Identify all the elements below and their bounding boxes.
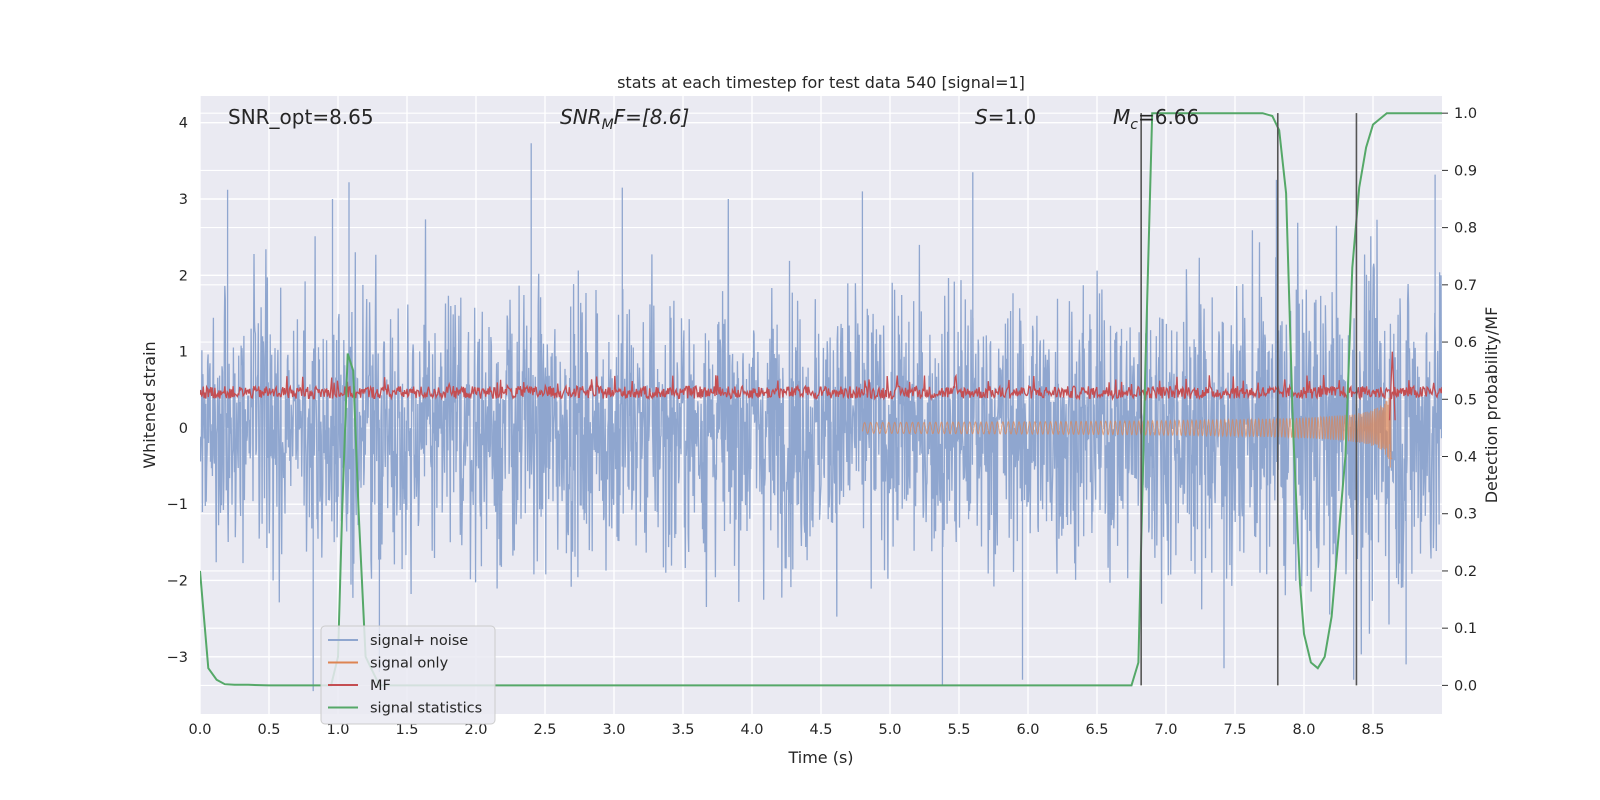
snr-mf-subscript: M xyxy=(602,117,614,133)
snr-mf-annotation: SNRMF=[8.6] xyxy=(560,105,689,133)
snr-opt-annotation: SNR_opt=8.65 xyxy=(228,105,374,129)
legend-label-noise: signal+ noise xyxy=(370,633,468,649)
x-tick-label-0: 0.0 xyxy=(188,722,211,738)
x-tick-label-5: 2.5 xyxy=(533,722,556,738)
x-tick-label-4: 2.0 xyxy=(464,722,487,738)
y2-tick-label-1: 0.9 xyxy=(1454,163,1477,179)
snr-mf-value: F=[8.6] xyxy=(614,105,690,129)
mc-annotation: Mc=6.66 xyxy=(1113,105,1199,133)
y-axis-label: Whitened strain xyxy=(140,341,159,468)
y-tick-label-1: 3 xyxy=(179,192,188,208)
x-tick-label-12: 6.0 xyxy=(1016,722,1039,738)
y2-tick-label-0: 1.0 xyxy=(1454,106,1477,122)
y2-tick-label-9: 0.1 xyxy=(1454,621,1477,637)
legend-box xyxy=(320,625,496,725)
x-tick-label-2: 1.0 xyxy=(326,722,349,738)
s-value: =1.0 xyxy=(988,105,1037,129)
legend-label-mf: MF xyxy=(370,678,391,694)
s-annotation: S=1.0 xyxy=(975,105,1036,129)
legend-label-signal: signal only xyxy=(370,656,449,672)
mc-subscript: c xyxy=(1130,117,1138,133)
x-tick-label-10: 5.0 xyxy=(878,722,901,738)
s-name: S xyxy=(975,105,988,129)
x-tick-label-14: 7.0 xyxy=(1154,722,1177,738)
y-axis-right-label: Detection probability/MF xyxy=(1482,307,1501,504)
series-signal-only xyxy=(861,386,1393,468)
y2-tick-label-7: 0.3 xyxy=(1454,507,1477,523)
legend: signal+ noise signal only MF signal stat… xyxy=(320,625,496,725)
y2-tick-label-2: 0.8 xyxy=(1454,221,1477,237)
mc-value: =6.66 xyxy=(1138,105,1199,129)
x-axis: 0.0 0.5 1.0 1.5 2.0 2.5 3.0 3.5 4.0 4.5 5.0 5.5 6.0 6… xyxy=(188,722,1384,738)
x-tick-label-11: 5.5 xyxy=(947,722,970,738)
x-tick-label-7: 3.5 xyxy=(671,722,694,738)
x-tick-label-6: 3.0 xyxy=(602,722,625,738)
y-tick-label-4: 0 xyxy=(179,421,188,437)
y-axis-left: 4 3 2 1 0 −1 −2 −3 xyxy=(167,116,188,666)
x-tick-label-17: 8.5 xyxy=(1361,722,1384,738)
x-tick-label-15: 7.5 xyxy=(1223,722,1246,738)
y-tick-label-7: −3 xyxy=(167,650,188,666)
legend-label-stats: signal statistics xyxy=(370,701,482,717)
y-axis-right: 1.0 0.9 0.8 0.7 0.6 0.5 0.4 0.3 0.2 0.1 0.0 xyxy=(1442,106,1477,694)
y2-tick-label-3: 0.7 xyxy=(1454,278,1477,294)
x-tick-label-3: 1.5 xyxy=(395,722,418,738)
chart-title: stats at each timestep for test data 540… xyxy=(617,73,1025,92)
y-tick-label-5: −1 xyxy=(167,497,188,513)
y2-tick-label-5: 0.5 xyxy=(1454,392,1477,408)
y-tick-label-0: 4 xyxy=(179,116,188,132)
y-tick-label-3: 1 xyxy=(179,345,188,361)
x-tick-label-9: 4.5 xyxy=(809,722,832,738)
y2-tick-label-4: 0.6 xyxy=(1454,335,1477,351)
y2-tick-label-8: 0.2 xyxy=(1454,564,1477,580)
x-tick-label-8: 4.0 xyxy=(740,722,763,738)
snr-mf-name: SNR xyxy=(560,105,602,129)
x-axis-label: Time (s) xyxy=(787,748,853,767)
series-signal-plus-noise xyxy=(200,143,1442,692)
x-tick-label-13: 6.5 xyxy=(1085,722,1108,738)
x-tick-label-16: 8.0 xyxy=(1292,722,1315,738)
y2-tick-label-10: 0.0 xyxy=(1454,678,1477,694)
vertical-markers xyxy=(1140,113,1358,686)
y-tick-label-2: 2 xyxy=(179,268,188,284)
y2-tick-label-6: 0.4 xyxy=(1454,450,1477,466)
x-tick-label-1: 0.5 xyxy=(257,722,280,738)
series-mf xyxy=(200,351,1442,421)
y-tick-label-6: −2 xyxy=(167,573,188,589)
mc-name: M xyxy=(1113,105,1130,129)
